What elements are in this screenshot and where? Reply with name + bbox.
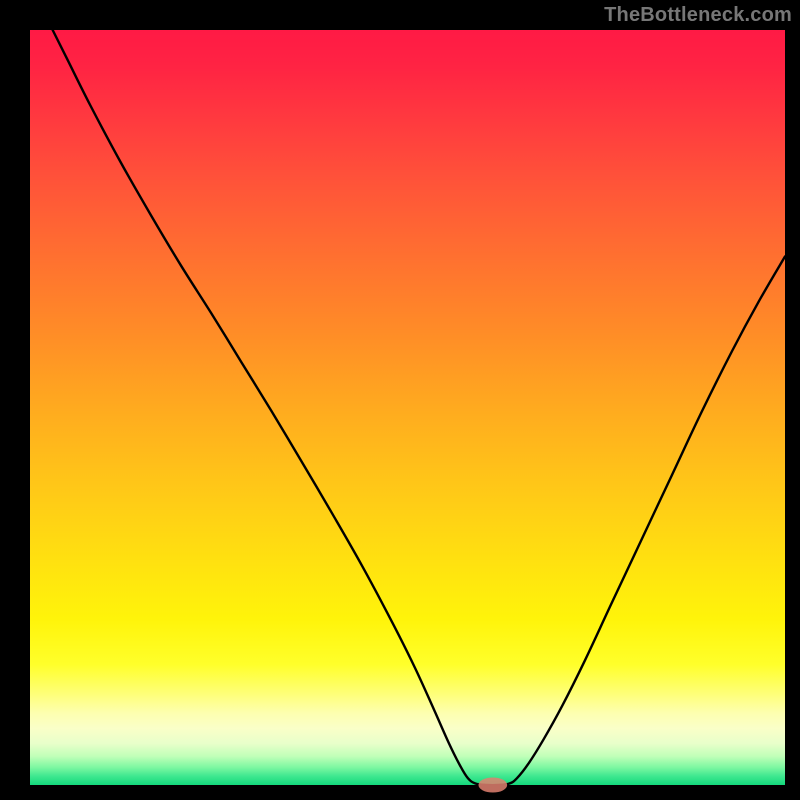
optimal-marker <box>478 777 507 792</box>
chart-container: TheBottleneck.com <box>0 0 800 800</box>
bottleneck-chart <box>0 0 800 800</box>
watermark-text: TheBottleneck.com <box>604 4 792 27</box>
plot-area <box>30 30 785 785</box>
